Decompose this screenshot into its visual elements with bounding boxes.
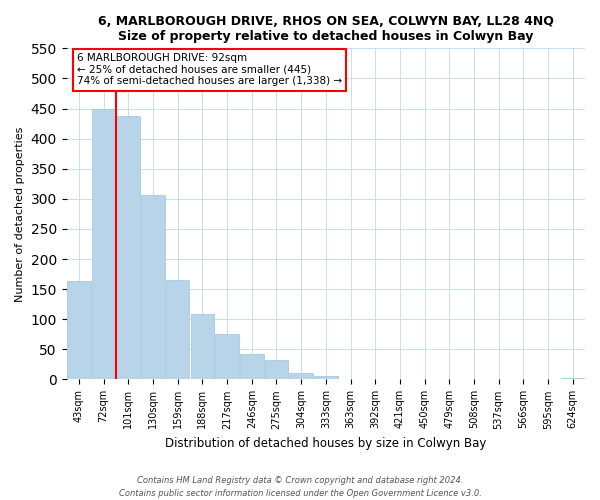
Text: Contains HM Land Registry data © Crown copyright and database right 2024.
Contai: Contains HM Land Registry data © Crown c… [119,476,481,498]
Bar [92,108,115,380]
Bar [240,354,263,380]
Bar [561,378,584,380]
Bar [314,376,338,380]
Bar [142,194,165,380]
X-axis label: Distribution of detached houses by size in Colwyn Bay: Distribution of detached houses by size … [165,437,487,450]
Bar [215,334,239,380]
Bar [67,282,91,380]
Bar [339,379,362,380]
Bar [166,280,190,380]
Bar [116,116,140,380]
Title: 6, MARLBOROUGH DRIVE, RHOS ON SEA, COLWYN BAY, LL28 4NQ
Size of property relativ: 6, MARLBOROUGH DRIVE, RHOS ON SEA, COLWY… [98,15,554,43]
Text: 6 MARLBOROUGH DRIVE: 92sqm
← 25% of detached houses are smaller (445)
74% of sem: 6 MARLBOROUGH DRIVE: 92sqm ← 25% of deta… [77,54,342,86]
Bar [265,360,288,380]
Bar [289,374,313,380]
Y-axis label: Number of detached properties: Number of detached properties [15,126,25,302]
Bar [191,314,214,380]
